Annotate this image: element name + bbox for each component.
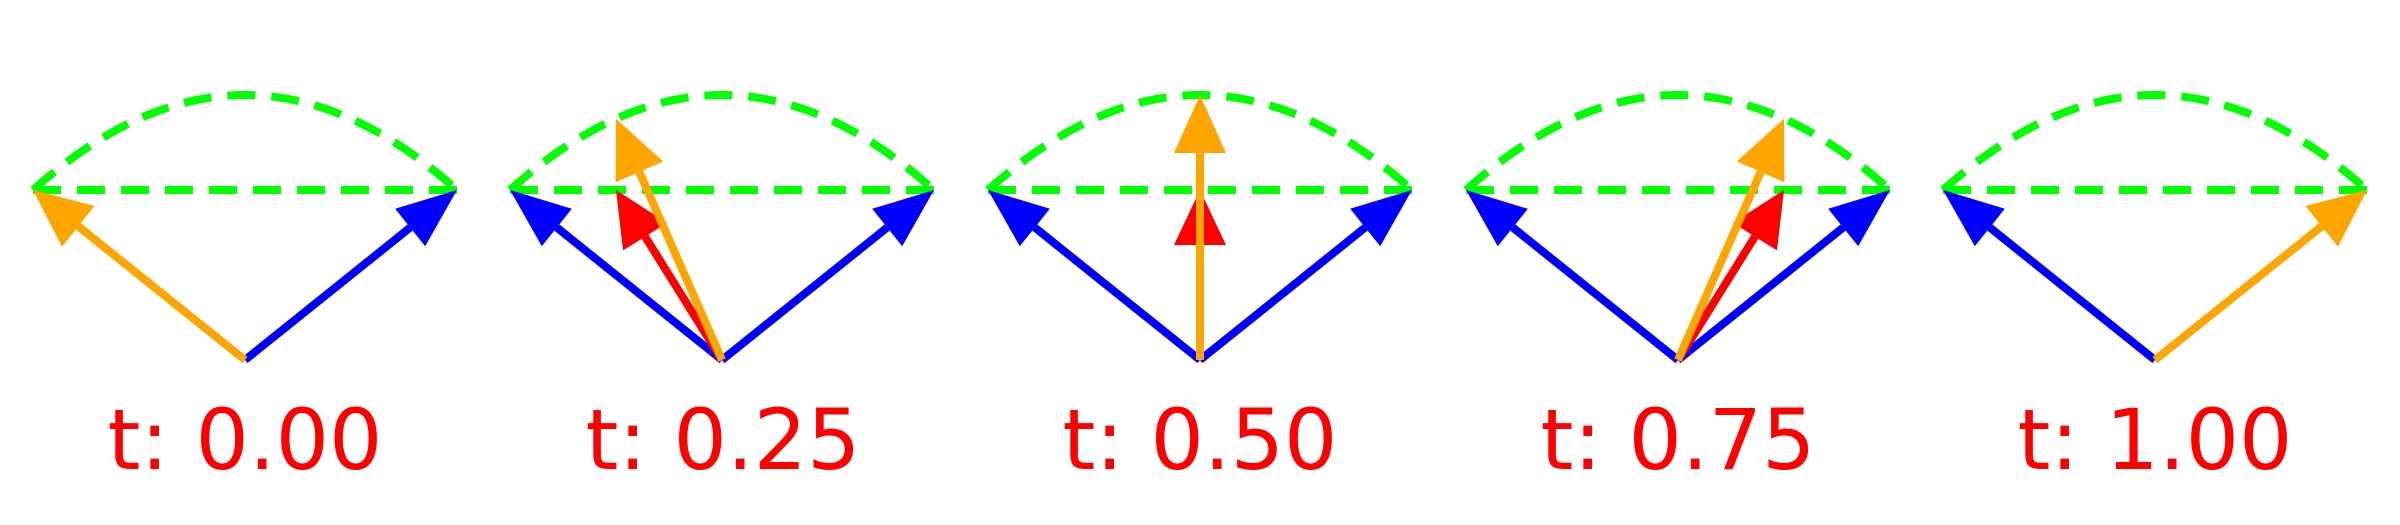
slerp-vector	[615, 118, 726, 362]
arc-dashed	[507, 91, 937, 193]
slerp-vector	[2152, 190, 2367, 364]
end-vector	[1197, 190, 1412, 364]
panel-3	[1463, 91, 1893, 364]
end-vector	[242, 190, 457, 364]
arc-dashed	[30, 91, 460, 193]
panel-0	[30, 91, 460, 364]
panel-1	[507, 91, 937, 364]
arc-dashed	[1463, 91, 1893, 193]
end-vector	[1675, 190, 1890, 364]
label-panel-3: t: 0.75	[1540, 391, 1816, 489]
slerp-vector	[33, 190, 248, 364]
lerp-vector	[616, 190, 726, 363]
lerp-vector	[1674, 190, 1784, 363]
slerp-vector	[1174, 95, 1226, 360]
label-panel-4: t: 1.00	[2017, 391, 2293, 489]
slerp-vector	[1674, 118, 1785, 362]
panel-2	[985, 91, 1415, 364]
end-vector	[719, 190, 934, 364]
label-panel-0: t: 0.00	[107, 391, 383, 489]
start-vector	[988, 190, 1203, 364]
label-panel-2: t: 0.50	[1062, 391, 1338, 489]
panel-4	[1940, 91, 2370, 364]
label-panel-1: t: 0.25	[585, 391, 861, 489]
start-vector	[1466, 190, 1681, 364]
arc-dashed	[1940, 91, 2370, 193]
start-vector	[1943, 190, 2158, 364]
start-vector	[510, 190, 725, 364]
